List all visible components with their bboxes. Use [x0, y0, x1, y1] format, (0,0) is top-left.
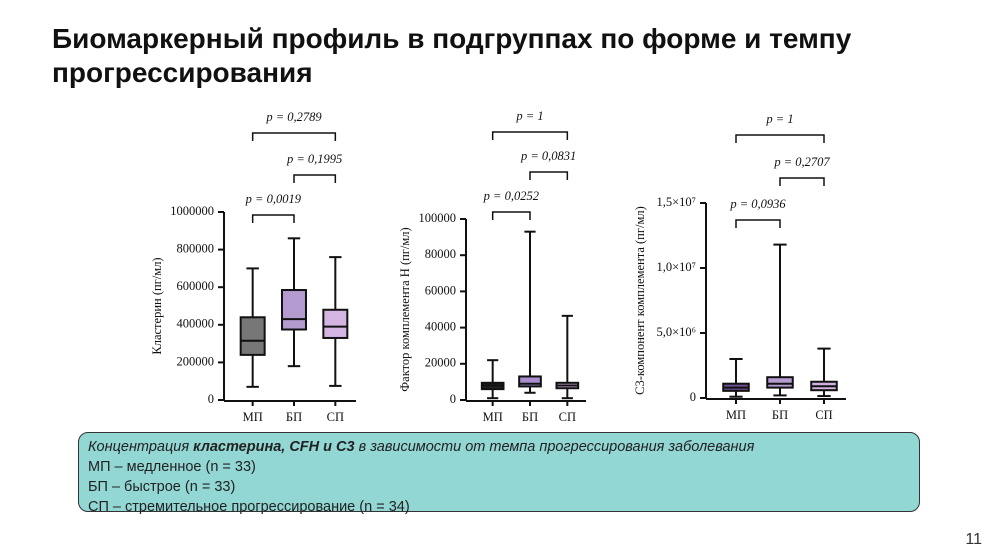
x-tick-label: МП	[726, 408, 746, 422]
y-tick-label: 5,0×10⁶	[656, 325, 696, 339]
bracket	[491, 131, 569, 140]
y-tick-label: 20000	[425, 356, 456, 370]
y-tick-label: 800000	[177, 241, 215, 255]
caption-line: БП – быстрое (n = 33)	[88, 479, 236, 495]
x-tick-label: МП	[243, 410, 263, 424]
caption-box: Концентрация кластерина, CFH и C3 в зави…	[78, 432, 920, 515]
p-value: p = 0,2789	[265, 110, 322, 124]
caption-line: МП – медленное (n = 33)	[88, 459, 256, 475]
box	[281, 289, 307, 331]
x-tick-label: БП	[522, 410, 538, 424]
bracket	[251, 132, 337, 141]
y-tick-label: 400000	[177, 317, 215, 331]
charts: 02000004000006000008000001000000Кластери…	[150, 109, 846, 424]
box	[518, 375, 542, 388]
y-tick-label: 600000	[177, 279, 215, 293]
p-value: p = 0,0936	[729, 197, 786, 211]
y-tick-label: 100000	[419, 211, 457, 225]
caption-text: в зависимости от темпа прогрессирования …	[354, 439, 755, 455]
p-value: p = 1	[515, 109, 543, 123]
box	[322, 308, 349, 339]
bracket	[735, 219, 781, 228]
y-tick-label: 200000	[177, 354, 215, 368]
bracket	[293, 174, 337, 183]
x-tick-label: СП	[559, 410, 576, 424]
x-tick-label: МП	[483, 410, 503, 424]
bracket	[779, 177, 825, 186]
y-tick-label: 1,0×10⁷	[656, 260, 696, 274]
y-tick-label: 0	[450, 392, 456, 406]
caption-text: Концентрация	[88, 439, 194, 455]
y-tick-label: 1,5×10⁷	[656, 195, 696, 209]
y-axis-title: Кластерин (пг/мл)	[150, 257, 164, 354]
y-tick-label: 1000000	[170, 204, 214, 218]
p-value: p = 0,0252	[483, 189, 539, 203]
p-value: p = 1	[765, 112, 793, 126]
bracket	[491, 211, 531, 220]
caption-heading: Концентрация кластерина, CFH и C3 в зави…	[88, 437, 910, 457]
y-axis-title: Фактор комплемента Н (пг/мл)	[398, 227, 412, 391]
caption-line: СП – стремительное прогрессирование (n =…	[88, 499, 410, 515]
y-tick-label: 0	[208, 392, 214, 406]
p-value: p = 0,2707	[773, 155, 830, 169]
box	[766, 376, 794, 389]
x-tick-label: БП	[772, 408, 788, 422]
x-tick-label: СП	[815, 408, 832, 422]
p-value: p = 0,0019	[245, 192, 302, 206]
y-tick-label: 40000	[425, 319, 456, 333]
y-tick-label: 80000	[425, 247, 456, 261]
x-tick-label: СП	[327, 410, 344, 424]
p-value: p = 0,1995	[286, 152, 342, 166]
y-tick-label: 0	[690, 390, 696, 404]
bracket	[529, 171, 569, 180]
page-number: 11	[965, 531, 982, 548]
slide-title: Биомаркерный профиль в подгруппах по фор…	[52, 23, 852, 88]
caption-bold: кластерина, CFH и C3	[193, 439, 355, 455]
bracket	[251, 214, 295, 223]
p-value: p = 0,0831	[520, 149, 576, 163]
box	[239, 316, 266, 356]
y-tick-label: 60000	[425, 283, 456, 297]
y-axis-title: С3-компонент комплемента (пг/мл)	[633, 206, 647, 395]
bracket	[735, 134, 825, 143]
x-tick-label: БП	[286, 410, 302, 424]
